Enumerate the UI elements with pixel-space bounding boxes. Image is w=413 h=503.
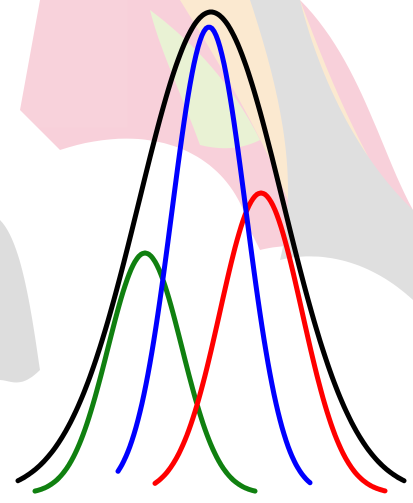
background-logo <box>0 0 413 383</box>
logo-red-shape <box>20 0 413 260</box>
green-curve <box>32 250 258 494</box>
curves <box>15 9 407 494</box>
black-curve <box>15 9 407 484</box>
logo-left-shape <box>0 220 40 383</box>
logo-orange-shape <box>180 0 400 230</box>
blue-curve <box>115 24 313 486</box>
red-curve <box>152 190 388 494</box>
